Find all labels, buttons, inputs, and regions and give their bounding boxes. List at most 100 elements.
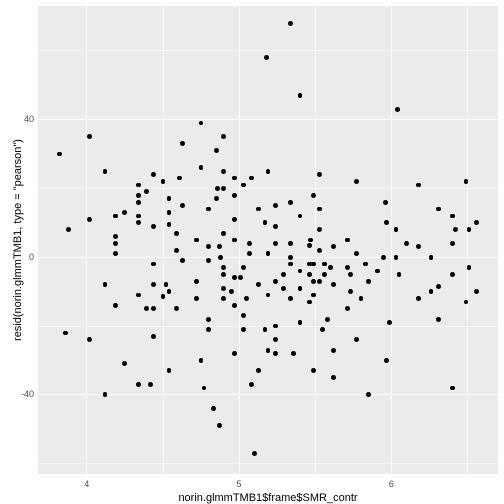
data-point xyxy=(87,217,92,222)
y-grid-minor xyxy=(38,188,498,189)
data-point xyxy=(404,241,409,246)
data-point xyxy=(194,296,199,301)
data-point xyxy=(161,179,166,184)
x-grid-minor xyxy=(163,6,164,474)
data-point xyxy=(151,224,156,229)
data-point xyxy=(298,93,303,98)
data-point xyxy=(450,214,455,219)
data-point xyxy=(331,375,336,380)
data-point xyxy=(211,406,216,411)
data-point xyxy=(436,284,441,289)
data-point xyxy=(266,348,271,353)
data-point xyxy=(474,289,479,294)
x-grid-minor xyxy=(315,6,316,474)
x-tick-label: 6 xyxy=(371,479,411,489)
data-point xyxy=(266,169,271,174)
data-point xyxy=(354,337,359,342)
data-point xyxy=(199,358,204,363)
data-point xyxy=(450,272,455,277)
data-point xyxy=(263,327,268,332)
data-point xyxy=(103,169,108,174)
x-grid-minor xyxy=(467,6,468,474)
x-grid-major xyxy=(391,6,392,474)
data-point xyxy=(167,210,172,215)
data-point xyxy=(354,251,359,256)
data-point xyxy=(229,289,234,294)
data-point xyxy=(288,255,293,260)
data-point xyxy=(288,200,293,205)
data-point xyxy=(249,176,254,181)
data-point xyxy=(206,317,211,322)
data-point xyxy=(307,272,312,277)
data-point xyxy=(273,351,278,356)
y-grid-minor xyxy=(38,50,498,51)
data-point xyxy=(453,227,458,232)
data-point xyxy=(144,189,149,194)
data-point xyxy=(113,303,118,308)
data-point xyxy=(381,255,386,260)
data-point xyxy=(429,255,434,260)
y-grid-major xyxy=(38,119,498,120)
data-point xyxy=(221,286,226,291)
data-point xyxy=(298,286,303,291)
data-point xyxy=(232,193,237,198)
data-point xyxy=(232,217,237,222)
data-point xyxy=(331,348,336,353)
x-axis-title: norin.glmmTMB1$frame$SMR_contr xyxy=(158,492,378,504)
figure: norin.glmmTMB1$frame$SMR_contr resid(nor… xyxy=(0,0,504,504)
data-point xyxy=(144,306,149,311)
data-point xyxy=(394,255,399,260)
data-point xyxy=(66,227,71,232)
data-point xyxy=(317,248,322,253)
data-point xyxy=(113,234,118,239)
x-tick-label: 4 xyxy=(67,479,107,489)
data-point xyxy=(194,279,199,284)
data-point xyxy=(273,224,278,229)
data-point xyxy=(281,286,286,291)
data-point xyxy=(348,272,353,277)
data-point xyxy=(436,317,441,322)
data-point xyxy=(345,306,350,311)
data-point xyxy=(214,148,219,153)
y-tick-label: 0 xyxy=(29,252,34,262)
data-point xyxy=(136,200,141,205)
data-point xyxy=(307,243,312,248)
data-point xyxy=(136,193,141,198)
data-point xyxy=(331,282,336,287)
data-point xyxy=(63,331,68,336)
data-point xyxy=(273,203,278,208)
data-point xyxy=(359,296,364,301)
data-point xyxy=(249,382,254,387)
data-point xyxy=(281,272,286,277)
data-point xyxy=(247,241,252,246)
data-point xyxy=(221,169,226,174)
y-tick-label: -40 xyxy=(21,389,34,399)
data-point xyxy=(215,186,220,191)
data-point xyxy=(366,279,371,284)
data-point xyxy=(136,183,141,188)
data-point xyxy=(206,327,211,332)
data-point xyxy=(354,179,359,184)
data-point xyxy=(218,255,223,260)
y-grid-major xyxy=(38,394,498,395)
data-point xyxy=(217,423,222,428)
data-point xyxy=(174,231,179,236)
data-point xyxy=(311,193,316,198)
x-tick-label: 5 xyxy=(219,479,259,489)
data-point xyxy=(174,248,179,253)
data-point xyxy=(450,241,455,246)
data-point xyxy=(345,265,350,270)
data-point xyxy=(232,303,237,308)
x-grid-major xyxy=(239,6,240,474)
data-point xyxy=(148,382,153,387)
plot-panel xyxy=(38,6,498,474)
data-point xyxy=(397,272,402,277)
data-point xyxy=(273,241,278,246)
data-point xyxy=(57,152,62,157)
data-point xyxy=(264,55,269,60)
data-point xyxy=(325,317,330,322)
y-axis-title: resid(norin.glmmTMB1, type = "pearson") xyxy=(12,110,24,370)
data-point xyxy=(383,200,388,205)
data-point xyxy=(206,258,211,263)
data-point xyxy=(136,214,141,219)
